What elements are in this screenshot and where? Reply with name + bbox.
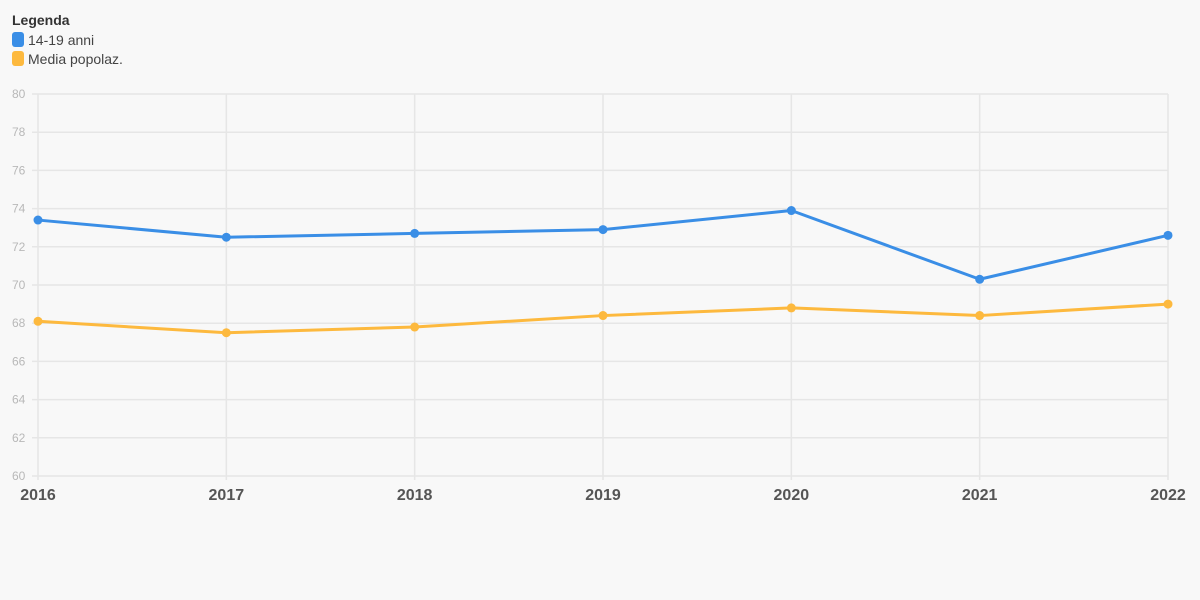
y-tick-label: 72	[12, 240, 26, 254]
y-tick-label: 62	[12, 431, 26, 445]
data-point	[975, 311, 985, 321]
x-axis-ticks: 2016 2017 2018 2019 2020 2021 2022	[20, 487, 1186, 504]
data-point	[1163, 299, 1173, 309]
y-tick-label: 78	[12, 125, 26, 139]
grid	[32, 93, 1169, 480]
data-point	[221, 232, 231, 242]
legend-swatch-series-0	[12, 32, 24, 47]
x-tick-label: 2016	[20, 487, 56, 504]
series	[33, 206, 1173, 338]
data-point	[598, 225, 608, 235]
data-point	[786, 303, 796, 313]
y-tick-label: 74	[12, 202, 26, 216]
x-tick-label: 2020	[774, 487, 810, 504]
y-tick-label: 70	[12, 278, 26, 292]
data-point	[410, 228, 420, 238]
y-axis-ticks: 60 62 64 66 68 70 72 74 76 78 80	[12, 87, 26, 483]
legend-item-series-0[interactable]: 14-19 anni	[12, 30, 123, 49]
data-point	[33, 316, 43, 326]
legend-item-series-1[interactable]: Media popolaz.	[12, 49, 123, 68]
legend-label-series-0: 14-19 anni	[28, 31, 95, 48]
data-point	[975, 274, 985, 284]
y-tick-label: 66	[12, 354, 26, 368]
legend-swatch-series-1	[12, 51, 24, 66]
data-point	[598, 311, 608, 321]
data-point	[221, 328, 231, 338]
y-tick-label: 68	[12, 316, 26, 330]
y-tick-label: 60	[12, 469, 26, 483]
legend-title: Legenda	[12, 12, 70, 28]
x-tick-label: 2018	[397, 487, 433, 504]
x-tick-label: 2021	[962, 487, 998, 504]
y-tick-label: 76	[12, 163, 26, 177]
x-tick-label: 2019	[585, 487, 621, 504]
x-tick-label: 2017	[209, 487, 245, 504]
x-tick-label: 2022	[1150, 487, 1186, 504]
legend: Legenda 14-19 anni Media popolaz.	[12, 12, 123, 68]
data-point	[410, 322, 420, 332]
data-point	[33, 215, 43, 225]
y-tick-label: 64	[12, 393, 26, 407]
data-point	[1163, 230, 1173, 240]
legend-label-series-1: Media popolaz.	[28, 50, 123, 67]
data-point	[786, 206, 796, 216]
y-tick-label: 80	[12, 87, 26, 101]
